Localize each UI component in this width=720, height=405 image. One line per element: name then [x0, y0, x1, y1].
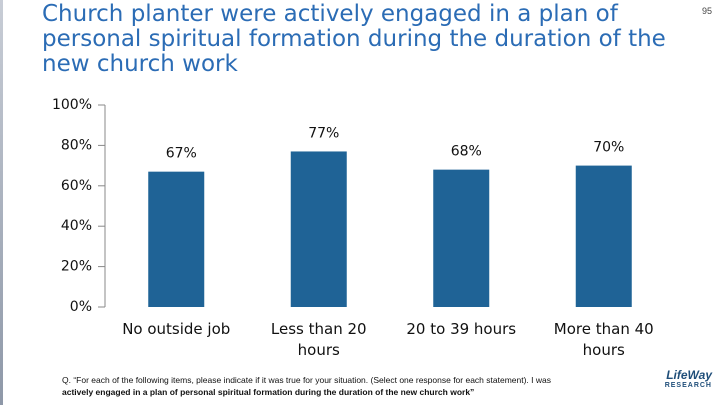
y-tick-label: 100% — [52, 97, 92, 113]
data-label: 67% — [166, 146, 197, 162]
data-label: 68% — [451, 144, 482, 160]
note: Q. “For each of the following items, ple… — [62, 374, 622, 398]
bar — [290, 151, 347, 307]
x-tick-label: Less than 20 hours — [270, 320, 367, 359]
y-tick-label: 60% — [61, 178, 92, 194]
page-number: 95 — [701, 6, 712, 16]
chart-title: Church planter were actively engaged in … — [42, 1, 666, 77]
logo-name: LifeWay — [666, 368, 712, 382]
bar — [433, 169, 490, 307]
y-tick-label: 80% — [61, 137, 92, 153]
y-tick-label: 40% — [61, 218, 92, 234]
data-label: 70% — [593, 140, 624, 156]
y-tick-label: 20% — [61, 259, 92, 275]
data-label: 77% — [308, 125, 339, 141]
logo: LifeWay RESEARCH — [665, 368, 712, 389]
logo-sub: RESEARCH — [664, 382, 712, 389]
left-strip — [0, 0, 3, 405]
x-tick-label: More than 40 hours — [553, 320, 654, 359]
x-tick-label: No outside job — [122, 320, 231, 338]
bar — [148, 171, 205, 307]
note-text: Q. “For each of the following items, ple… — [62, 375, 551, 385]
x-tick-label: 20 to 39 hours — [406, 320, 517, 338]
note-bold: actively engaged in a plan of personal s… — [62, 387, 475, 397]
y-tick-label: 0% — [70, 299, 92, 315]
bar — [575, 165, 632, 307]
